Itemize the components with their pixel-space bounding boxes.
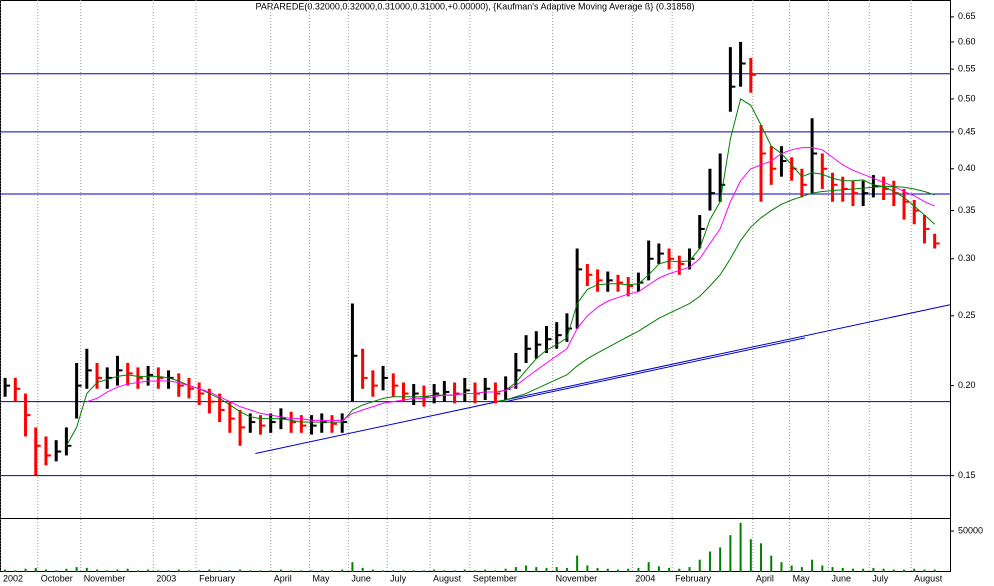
x-tick-label: June xyxy=(831,573,851,583)
y-tick-label: 0.30 xyxy=(958,253,976,263)
x-tick-label: July xyxy=(872,573,889,583)
trend-line xyxy=(255,304,951,454)
x-tick-label: June xyxy=(351,573,371,583)
y-tick-label: 0.55 xyxy=(958,64,976,74)
x-tick-label: November xyxy=(556,573,598,583)
chart-title: PARAREDE(0.32000,0.32000,0.31000,0.31000… xyxy=(256,1,695,11)
x-tick-label: 2002 xyxy=(3,573,23,583)
trend-line xyxy=(505,337,806,403)
volume-tick-label: 50000 xyxy=(958,525,983,535)
x-tick-label: November xyxy=(84,573,126,583)
x-tick-label: August xyxy=(433,573,462,583)
moving-average xyxy=(65,98,936,447)
moving-average xyxy=(86,147,935,421)
x-tick-label: May xyxy=(793,573,811,583)
y-tick-label: 0.50 xyxy=(958,93,976,103)
x-tick-label: 2004 xyxy=(635,573,655,583)
x-tick-label: 2003 xyxy=(156,573,176,583)
moving-average xyxy=(495,185,935,403)
y-tick-label: 0.65 xyxy=(958,11,976,21)
y-tick-label: 0.40 xyxy=(958,163,976,173)
y-tick-label: 0.45 xyxy=(958,126,976,136)
x-tick-label: April xyxy=(274,573,292,583)
y-tick-label: 0.35 xyxy=(958,205,976,215)
x-tick-label: February xyxy=(199,573,236,583)
y-tick-label: 0.60 xyxy=(958,36,976,46)
x-tick-label: September xyxy=(473,573,517,583)
x-tick-label: October xyxy=(41,573,73,583)
y-tick-label: 0.15 xyxy=(958,470,976,480)
x-tick-label: July xyxy=(390,573,407,583)
plot-frame xyxy=(0,0,951,572)
x-tick-label: April xyxy=(756,573,774,583)
x-tick-label: February xyxy=(675,573,712,583)
x-tick-label: May xyxy=(313,573,331,583)
y-tick-label: 0.25 xyxy=(958,310,976,320)
x-tick-label: August xyxy=(914,573,943,583)
y-tick-label: 0.20 xyxy=(958,380,976,390)
